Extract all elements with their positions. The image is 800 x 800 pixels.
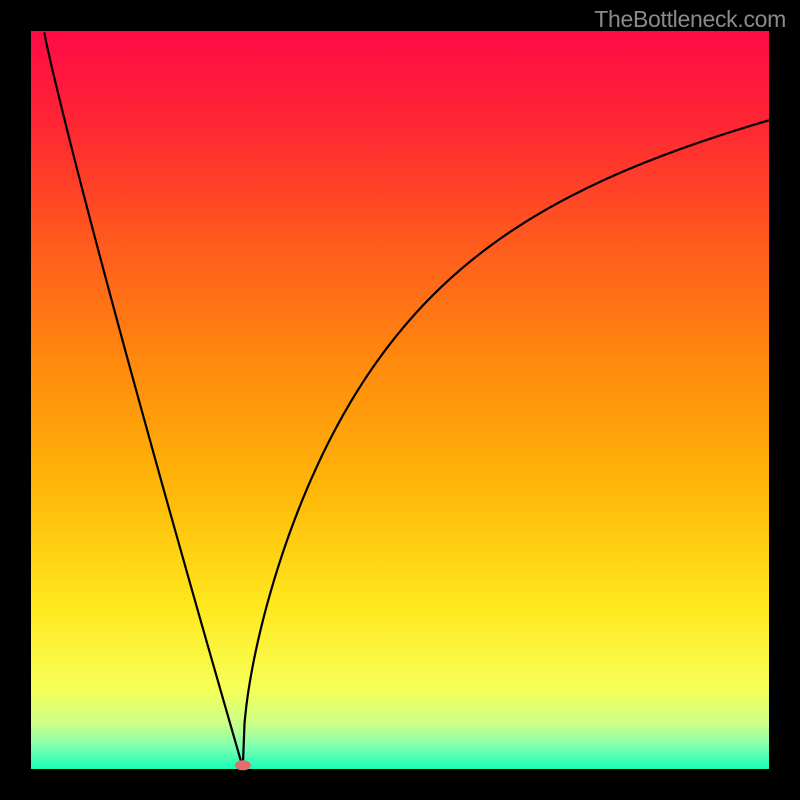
watermark-text: TheBottleneck.com — [594, 6, 786, 33]
vertex-marker — [235, 760, 251, 770]
chart-container: TheBottleneck.com — [0, 0, 800, 800]
chart-svg-layer — [0, 0, 800, 800]
bottleneck-curve — [44, 32, 769, 767]
